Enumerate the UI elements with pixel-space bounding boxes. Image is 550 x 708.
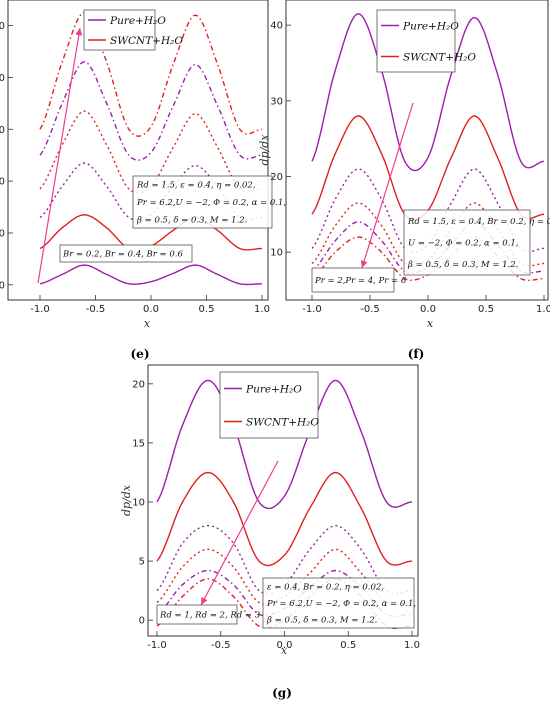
legend-label-swcnt: SWCNT+H₂O — [246, 417, 319, 429]
series-line — [156, 379, 413, 510]
parameter-text: U = −2, Φ = 0.2, α = 0.1, — [408, 239, 519, 249]
x-tick-label: -1.0 — [147, 640, 167, 651]
x-tick-label: -0.5 — [360, 304, 380, 315]
trend-label-box — [156, 604, 238, 625]
x-tick-label: 1.0 — [404, 640, 420, 651]
panel-label: (e) — [131, 347, 150, 361]
legend-box — [83, 9, 156, 51]
parameter-box — [132, 175, 273, 229]
legend-label-pure: Pure+H₂O — [402, 21, 459, 33]
y-tick-label: 0 — [0, 280, 5, 291]
x-tick-label: 0.0 — [143, 304, 159, 315]
parameter-text: Pr = 6.2,U = −2, Φ = 0.2, α = 0.1, — [266, 599, 416, 609]
legend-label-pure: Pure+H₂O — [109, 15, 166, 27]
x-tick-label: 0.0 — [420, 304, 436, 315]
series-line — [39, 61, 263, 161]
plot-frame — [7, 0, 269, 301]
legend-box — [219, 371, 319, 439]
y-tick-label: 0 — [139, 616, 145, 627]
trend-arrow-head — [201, 597, 208, 605]
trend-arrow-head — [360, 260, 368, 268]
y-tick-label: 50 — [0, 21, 5, 32]
y-tick-label: 10 — [132, 498, 145, 509]
legend-label-swcnt: SWCNT+H₂O — [403, 52, 476, 64]
parameter-text: Pr = 6.2,U = −2, Φ = 0.2, α = 0.1, — [136, 198, 286, 208]
y-tick-label: 40 — [270, 21, 283, 32]
series-line — [311, 115, 545, 221]
trend-arrow-shaft — [37, 27, 81, 284]
series-line — [311, 13, 545, 172]
trend-label-box — [59, 244, 193, 263]
plot-frame — [147, 364, 419, 637]
series-line — [156, 471, 413, 567]
legend-label-pure: Pure+H₂O — [245, 384, 302, 396]
series-line — [156, 548, 412, 606]
series-line — [39, 264, 262, 286]
x-tick-label: 1.0 — [254, 304, 270, 315]
x-axis-label: x — [144, 317, 151, 330]
parameter-text: β = 0.5, δ = 0.3, M = 1.2. — [407, 260, 518, 270]
y-axis-label: dp/dx — [120, 484, 133, 516]
y-tick-label: 20 — [270, 172, 283, 183]
y-tick-label: 10 — [0, 228, 5, 239]
trend-label: Rd = 1, Rd = 2, Rd = 3 — [159, 611, 260, 621]
trend-label: Br = 0.2, Br = 0.4, Br = 0.6 — [62, 250, 183, 260]
trend-label-box — [311, 267, 395, 293]
x-tick-label: 0.0 — [277, 640, 293, 651]
y-tick-label: 30 — [270, 96, 283, 107]
parameter-text: Rd = 1.5, ε = 0.4, Br = 0.2, η = 0.02, — [407, 217, 550, 227]
x-axis-label: x — [427, 317, 434, 330]
y-tick-label: 10 — [270, 248, 283, 259]
panel-label: (g) — [272, 686, 292, 700]
trend-arrow-shaft — [200, 460, 279, 606]
chart-panel-f: -1.0 -0.5 0.0 0.5 1.0 10 20 30 40 x dp/dx Pure+H₂O S… — [258, 0, 550, 361]
y-tick-label: 5 — [139, 557, 145, 568]
x-tick-label: -1.0 — [30, 304, 50, 315]
plot-frame — [285, 0, 549, 301]
parameter-box — [262, 577, 415, 629]
legend-label-swcnt: SWCNT+H₂O — [110, 35, 183, 47]
x-tick-label: 0.5 — [199, 304, 215, 315]
chart-panel-e: -1.0 -0.5 0.0 0.5 1.0 0 10 20 30 40 50 x dp/dx Pure+H… — [0, 0, 286, 361]
y-tick-label: 40 — [0, 73, 5, 84]
y-tick-label: 15 — [132, 438, 145, 449]
chart-panel-g: -1.0 -0.5 0.0 0.5 1.0 0 5 10 15 20 x dp/dx Pure+H₂O S… — [120, 364, 420, 700]
panel-label: (f) — [408, 347, 425, 361]
x-tick-label: -0.5 — [86, 304, 106, 315]
x-tick-label: -0.5 — [211, 640, 231, 651]
y-tick-label: 30 — [0, 125, 5, 136]
x-tick-label: 0.5 — [340, 640, 356, 651]
series-line — [39, 11, 263, 137]
trend-arrow-head — [75, 28, 83, 36]
x-tick-label: -1.0 — [302, 304, 322, 315]
parameter-text: β = 0.5, δ = 0.3, M = 1.2. — [266, 616, 377, 626]
trend-label: Pr = 2,Pr = 4, Pr = 6 — [314, 276, 407, 286]
x-tick-label: 1.0 — [536, 304, 550, 315]
y-tick-label: 20 — [132, 379, 145, 390]
parameter-text: Rd = 1.5, ε = 0.4, η = 0.02, — [136, 181, 256, 191]
x-tick-label: 0.5 — [478, 304, 494, 315]
y-tick-label: 20 — [0, 177, 5, 188]
x-axis-label: x — [281, 644, 288, 657]
parameter-text: ε = 0.4, Br = 0.2, η = 0.02, — [267, 582, 384, 592]
y-axis-label: dp/dx — [258, 134, 271, 166]
parameter-text: β = 0.5, δ = 0.3, M = 1.2. — [136, 215, 247, 225]
legend-box — [376, 9, 456, 73]
trend-arrow-shaft — [361, 102, 414, 269]
parameter-box — [403, 209, 531, 276]
